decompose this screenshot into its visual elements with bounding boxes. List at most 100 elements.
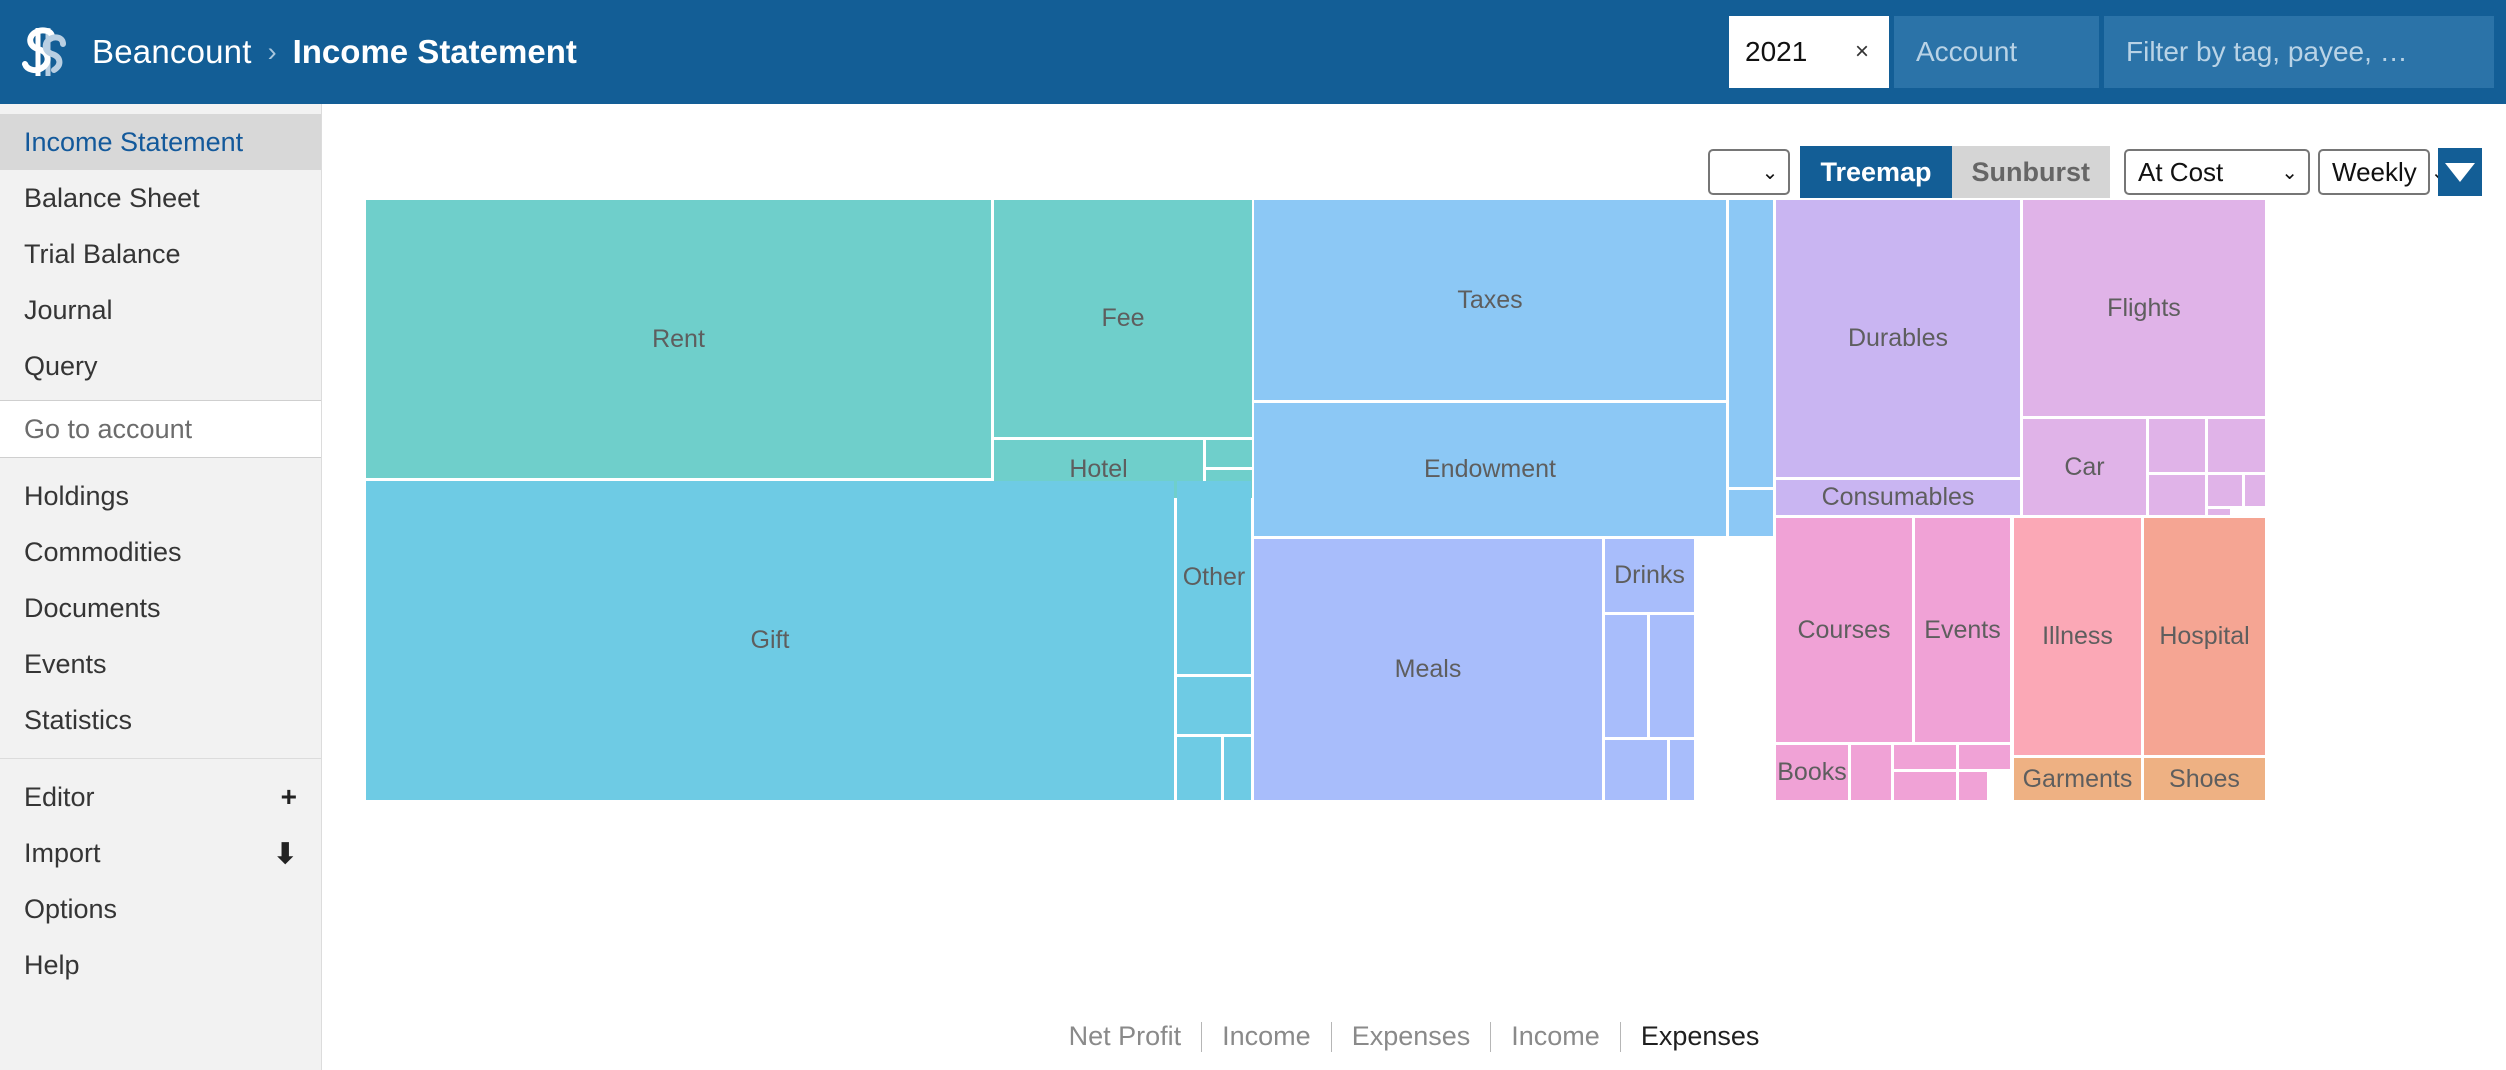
legend-separator (1619, 1021, 1621, 1052)
treemap-tile-events[interactable]: Events (1915, 518, 2010, 742)
tag-payee-filter-input[interactable]: Filter by tag, payee, … (2104, 16, 2494, 88)
download-arrow-icon[interactable]: ⬇ (273, 837, 297, 869)
treemap-tile-other[interactable]: Other (1177, 481, 1251, 674)
treemap-chart[interactable]: Rent Fee Hotel Gift Other Taxes Endowment Meals… (366, 200, 2468, 1000)
beancount-logo-icon[interactable] (18, 24, 70, 80)
treemap-tile[interactable] (1670, 740, 1694, 800)
cost-basis-select[interactable]: At Cost ⌄ (2124, 149, 2310, 195)
treemap-tile[interactable] (2245, 475, 2265, 506)
sidebar-item-editor[interactable]: Editor + (0, 769, 321, 825)
treemap-tile[interactable] (1894, 745, 1956, 769)
sidebar-item-documents[interactable]: Documents (0, 580, 321, 636)
sidebar-item-journal[interactable]: Journal (0, 282, 321, 338)
main-content: ⌄ Treemap Sunburst At Cost ⌄ Weekly ⌄ Re… (322, 104, 2506, 1070)
sidebar-item-commodities[interactable]: Commodities (0, 524, 321, 580)
legend-item-net-profit[interactable]: Net Profit (1068, 1021, 1182, 1051)
treemap-tile-meals[interactable]: Meals (1254, 539, 1602, 800)
treemap-tile-fee[interactable]: Fee (994, 200, 1252, 437)
sidebar-item-label: Documents (24, 592, 161, 623)
treemap-tile[interactable] (1729, 490, 1773, 536)
treemap-tile-label: Other (1182, 563, 1246, 591)
treemap-tile-label: Shoes (2169, 764, 2240, 793)
sidebar-item-holdings[interactable]: Holdings (0, 468, 321, 524)
sidebar-divider (0, 758, 321, 759)
treemap-tile[interactable] (1959, 745, 2010, 769)
treemap-tile[interactable] (1206, 440, 1252, 467)
treemap-tile-label: Meals (1394, 655, 1462, 683)
treemap-tile[interactable] (2208, 509, 2230, 515)
treemap-tile-drinks[interactable]: Drinks (1605, 539, 1694, 612)
sidebar-item-options[interactable]: Options (0, 881, 321, 937)
treemap-tile-rent[interactable]: Rent (366, 200, 991, 478)
treemap-tile-endowment[interactable]: Endowment (1254, 403, 1726, 536)
sunburst-toggle-button[interactable]: Sunburst (1951, 146, 2110, 198)
interval-select[interactable]: Weekly ⌄ (2318, 149, 2448, 195)
sidebar-item-label: Import (24, 837, 101, 868)
brand-label[interactable]: Beancount (92, 33, 252, 70)
treemap-tile[interactable] (1177, 677, 1251, 734)
treemap-tile-gift[interactable]: Gift (366, 481, 1174, 800)
legend-item-expenses-2[interactable]: Expenses (1640, 1021, 1760, 1051)
treemap-tile[interactable] (2208, 475, 2242, 506)
plus-icon[interactable]: + (280, 781, 297, 812)
treemap-tile[interactable] (1224, 737, 1251, 800)
treemap-tile-courses[interactable]: Courses (1776, 518, 1912, 742)
treemap-tile-flights[interactable]: Flights (2023, 200, 2265, 416)
treemap-tile-hospital[interactable]: Hospital (2144, 518, 2265, 755)
treemap-tile-books[interactable]: Books (1776, 745, 1848, 800)
cost-basis-value: At Cost (2138, 156, 2224, 187)
sidebar-item-trial-balance[interactable]: Trial Balance (0, 226, 321, 282)
treemap-tile-car[interactable]: Car (2023, 419, 2146, 515)
treemap-tile[interactable] (1729, 200, 1773, 487)
treemap-tile[interactable] (1177, 737, 1221, 800)
treemap-tile[interactable] (1959, 772, 1987, 800)
treemap-tile[interactable] (1894, 772, 1956, 800)
conversion-currency-select[interactable]: ⌄ (1708, 149, 1791, 195)
treemap-tile-consumables[interactable]: Consumables (1776, 480, 2020, 515)
chevron-down-icon: ⌄ (2281, 161, 2298, 184)
go-to-account-input[interactable]: Go to account (0, 400, 321, 458)
sidebar-item-balance-sheet[interactable]: Balance Sheet (0, 170, 321, 226)
treemap-tile-label: Hospital (2159, 622, 2250, 650)
treemap-toggle-button[interactable]: Treemap (1800, 146, 1952, 198)
sidebar: Income Statement Balance Sheet Trial Bal… (0, 104, 322, 1070)
treemap-tile[interactable] (1650, 615, 1694, 737)
treemap-tile-label: Courses (1797, 615, 1891, 644)
sidebar-item-import[interactable]: Import ⬇ (0, 825, 321, 881)
sidebar-item-income-statement[interactable]: Income Statement (0, 114, 321, 170)
chart-legend: Net Profit Income Expenses Income Expens… (322, 1021, 2506, 1052)
legend-item-income-2[interactable]: Income (1511, 1021, 1600, 1051)
treemap-tile[interactable] (2208, 419, 2265, 472)
treemap-tile[interactable] (1605, 615, 1647, 737)
legend-item-income-1[interactable]: Income (1222, 1021, 1311, 1051)
sidebar-item-label: Editor (24, 781, 95, 812)
sidebar-item-label: Balance Sheet (24, 182, 200, 213)
treemap-tile[interactable] (2149, 475, 2205, 515)
treemap-tile-taxes[interactable]: Taxes (1254, 200, 1726, 400)
legend-separator (1490, 1021, 1492, 1052)
time-filter-input[interactable]: 2021 × (1729, 16, 1889, 88)
treemap-tile-durables[interactable]: Durables (1776, 200, 2020, 477)
legend-item-expenses-1[interactable]: Expenses (1351, 1021, 1471, 1051)
sidebar-item-help[interactable]: Help (0, 937, 321, 993)
sidebar-group-primary: Income Statement Balance Sheet Trial Bal… (0, 114, 321, 394)
treemap-tile-label: Durables (1847, 324, 1949, 352)
treemap-tile[interactable] (1605, 740, 1667, 800)
treemap-tile[interactable] (1851, 745, 1891, 800)
treemap-tile-shoes[interactable]: Shoes (2144, 758, 2265, 800)
sidebar-item-query[interactable]: Query (0, 338, 321, 394)
time-filter-clear-icon[interactable]: × (1854, 38, 1869, 65)
treemap-tile-garments[interactable]: Garments (2014, 758, 2141, 800)
treemap-tile-label: Garments (2022, 764, 2133, 793)
account-filter-input[interactable]: Account (1894, 16, 2099, 88)
header-brand-area: Beancount › Income Statement (0, 24, 577, 80)
treemap-tile-illness[interactable]: Illness (2014, 518, 2141, 755)
expand-chart-button[interactable] (2438, 148, 2482, 196)
treemap-tile-label: Rent (652, 324, 705, 353)
treemap-tile-label: Books (1777, 758, 1847, 786)
sidebar-item-statistics[interactable]: Statistics (0, 692, 321, 748)
sidebar-item-events[interactable]: Events (0, 636, 321, 692)
treemap-tile[interactable] (2149, 419, 2205, 472)
sidebar-item-label: Trial Balance (24, 238, 181, 269)
legend-separator (1201, 1021, 1203, 1052)
